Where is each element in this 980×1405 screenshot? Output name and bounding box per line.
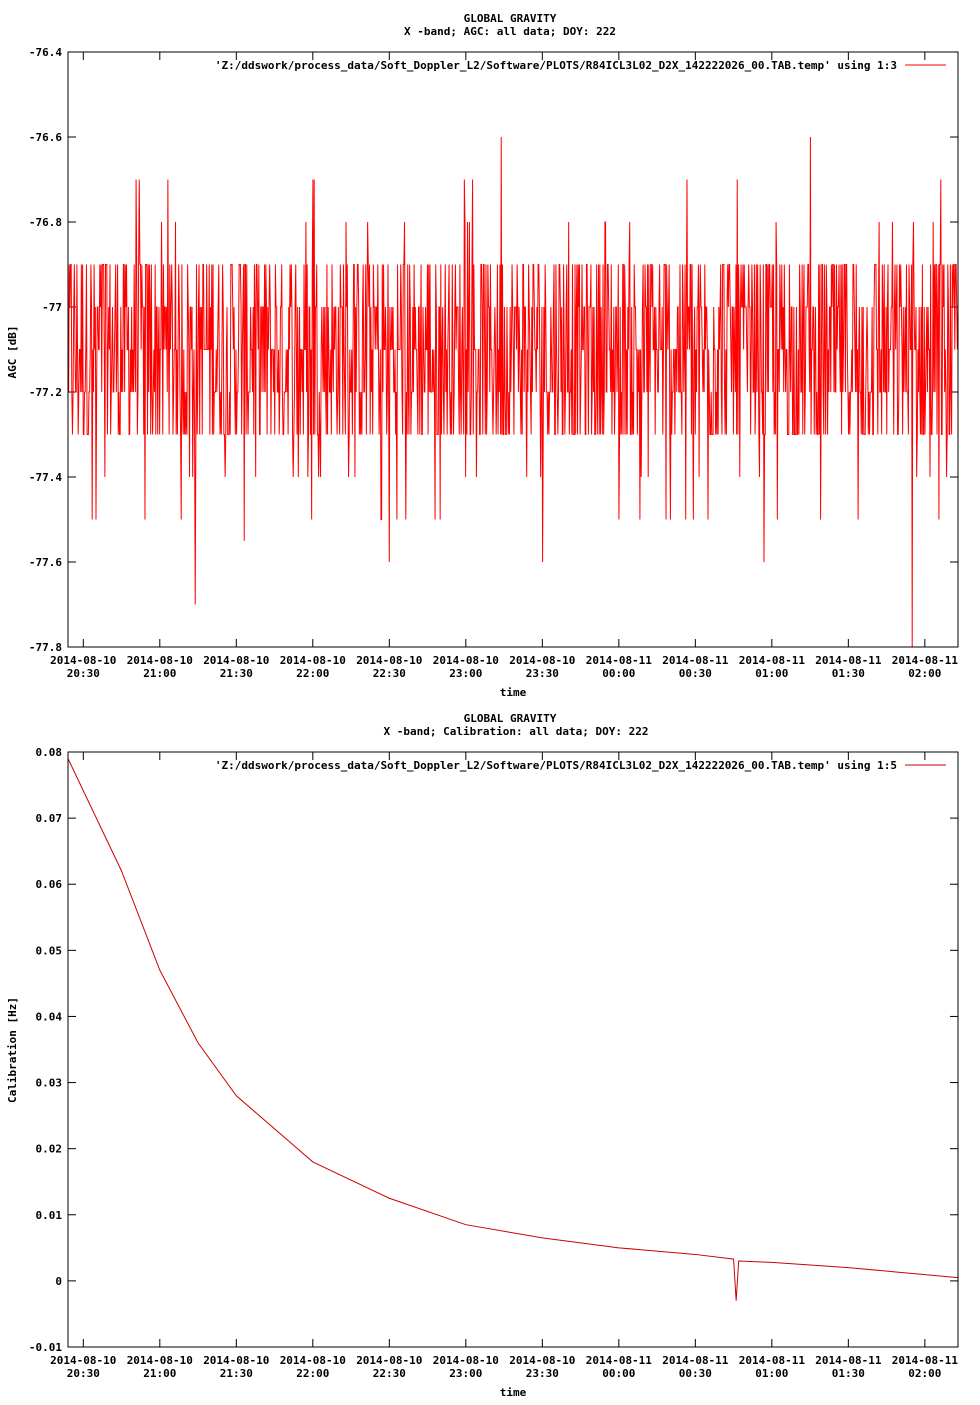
x-tick-label-time: 02:00	[908, 667, 941, 680]
y-tick-label: -77.2	[29, 386, 62, 399]
x-tick-label-time: 00:00	[602, 667, 635, 680]
x-tick-label-time: 21:30	[220, 667, 253, 680]
calibration-chart: GLOBAL GRAVITY X -band; Calibration: all…	[6, 712, 959, 1399]
x-tick-label-date: 2014-08-10	[433, 654, 499, 667]
y-tick-label: -77	[42, 301, 62, 314]
y-tick-label: 0.07	[36, 812, 63, 825]
y-tick-label: -76.8	[29, 216, 62, 229]
x-tick-label-time: 23:30	[526, 667, 559, 680]
x-tick-label-date: 2014-08-11	[586, 1354, 653, 1367]
x-tick-label-date: 2014-08-10	[127, 1354, 193, 1367]
x-tick-label-time: 22:00	[296, 1367, 329, 1380]
x-tick-label-time: 23:00	[449, 667, 482, 680]
x-tick-label-time: 00:30	[679, 667, 712, 680]
x-tick-label-date: 2014-08-10	[127, 654, 193, 667]
agc-series-trace	[67, 136, 959, 648]
agc-series-line	[67, 136, 959, 648]
x-tick-label-date: 2014-08-10	[356, 1354, 422, 1367]
agc-axis-ticks: -76.4-76.6-76.8-77-77.2-77.4-77.6-77.820…	[29, 46, 958, 680]
y-tick-label: -76.4	[29, 46, 62, 59]
x-tick-label-date: 2014-08-11	[815, 1354, 882, 1367]
agc-y-axis-label: AGC [dB]	[6, 326, 19, 379]
x-tick-label-date: 2014-08-10	[280, 1354, 346, 1367]
agc-legend-label: 'Z:/ddswork/process_data/Soft_Doppler_L2…	[215, 59, 897, 72]
x-tick-label-date: 2014-08-10	[356, 654, 422, 667]
x-tick-label-time: 01:00	[755, 1367, 788, 1380]
agc-chart: GLOBAL GRAVITY X -band; AGC: all data; D…	[6, 12, 959, 699]
x-tick-label-time: 01:30	[832, 1367, 865, 1380]
x-tick-label-date: 2014-08-11	[892, 1354, 959, 1367]
x-tick-label-date: 2014-08-11	[586, 654, 653, 667]
x-tick-label-time: 21:00	[143, 1367, 176, 1380]
y-tick-label: -0.01	[29, 1341, 62, 1354]
x-tick-label-time: 23:00	[449, 1367, 482, 1380]
x-tick-label-date: 2014-08-11	[662, 1354, 729, 1367]
x-tick-label-date: 2014-08-11	[892, 654, 959, 667]
y-tick-label: 0.06	[36, 878, 63, 891]
y-tick-label: -77.4	[29, 471, 62, 484]
x-tick-label-time: 23:30	[526, 1367, 559, 1380]
x-tick-label-time: 20:30	[67, 1367, 100, 1380]
y-tick-label: -77.8	[29, 641, 62, 654]
agc-chart-title: GLOBAL GRAVITY	[464, 12, 557, 25]
x-tick-label-date: 2014-08-11	[662, 654, 729, 667]
calibration-chart-subtitle: X -band; Calibration: all data; DOY: 222	[384, 725, 649, 738]
calibration-series-line	[67, 758, 959, 1301]
x-tick-label-date: 2014-08-10	[203, 654, 269, 667]
calibration-y-axis-label: Calibration [Hz]	[6, 997, 19, 1103]
x-tick-label-date: 2014-08-10	[50, 1354, 116, 1367]
agc-chart-subtitle: X -band; AGC: all data; DOY: 222	[404, 25, 616, 38]
x-tick-label-time: 21:30	[220, 1367, 253, 1380]
x-tick-label-date: 2014-08-10	[50, 654, 116, 667]
x-tick-label-time: 00:00	[602, 1367, 635, 1380]
x-tick-label-date: 2014-08-11	[815, 654, 882, 667]
calibration-legend-label: 'Z:/ddswork/process_data/Soft_Doppler_L2…	[215, 759, 897, 772]
agc-plot-frame	[67, 51, 959, 648]
x-tick-label-date: 2014-08-11	[739, 1354, 806, 1367]
x-tick-label-time: 22:30	[373, 1367, 406, 1380]
x-tick-label-time: 22:30	[373, 667, 406, 680]
y-tick-label: 0.04	[36, 1010, 63, 1023]
calibration-x-axis-label: time	[500, 1386, 527, 1399]
y-tick-label: 0.03	[36, 1077, 63, 1090]
y-tick-label: -77.6	[29, 556, 62, 569]
x-tick-label-time: 22:00	[296, 667, 329, 680]
x-tick-label-date: 2014-08-10	[433, 1354, 499, 1367]
agc-x-axis-label: time	[500, 686, 527, 699]
calibration-axis-ticks: -0.01 0 0.01 0.02 0.03 0.04 0.05 0.06 0.07 0.08 20…	[29, 746, 958, 1380]
calibration-plot-frame	[67, 751, 959, 1348]
x-tick-label-time: 02:00	[908, 1367, 941, 1380]
y-tick-label: 0.05	[36, 944, 63, 957]
x-tick-label-time: 21:00	[143, 667, 176, 680]
x-tick-label-date: 2014-08-10	[280, 654, 346, 667]
x-tick-label-date: 2014-08-11	[739, 654, 806, 667]
x-tick-label-time: 01:00	[755, 667, 788, 680]
x-tick-label-date: 2014-08-10	[509, 654, 575, 667]
calibration-series-trace	[67, 758, 959, 1301]
x-tick-label-time: 20:30	[67, 667, 100, 680]
x-tick-label-time: 00:30	[679, 1367, 712, 1380]
y-tick-label: 0	[55, 1275, 62, 1288]
y-tick-label: 0.08	[36, 746, 63, 759]
y-tick-label: 0.01	[36, 1209, 63, 1222]
x-tick-label-date: 2014-08-10	[203, 1354, 269, 1367]
x-tick-label-time: 01:30	[832, 667, 865, 680]
y-tick-label: -76.6	[29, 131, 62, 144]
calibration-chart-title: GLOBAL GRAVITY	[464, 712, 557, 725]
y-tick-label: 0.02	[36, 1143, 63, 1156]
x-tick-label-date: 2014-08-10	[509, 1354, 575, 1367]
